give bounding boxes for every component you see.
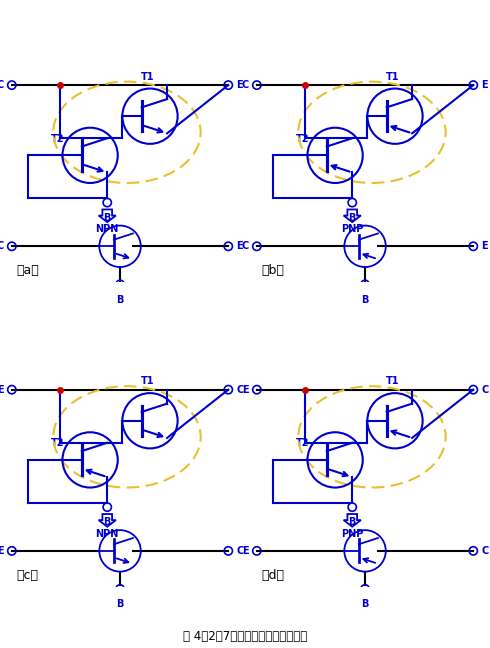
Text: B: B xyxy=(116,295,124,305)
Text: T2: T2 xyxy=(51,439,65,448)
Text: E: E xyxy=(242,546,249,556)
Text: C: C xyxy=(481,546,489,556)
Text: B: B xyxy=(348,213,356,223)
Text: C: C xyxy=(0,80,4,90)
Text: NPN: NPN xyxy=(96,529,119,539)
Text: C: C xyxy=(242,80,249,90)
Text: B: B xyxy=(116,599,124,609)
Text: B: B xyxy=(348,518,356,527)
Text: C: C xyxy=(242,241,249,251)
Text: T2: T2 xyxy=(296,134,310,144)
Text: E: E xyxy=(481,241,488,251)
Text: E: E xyxy=(242,385,249,395)
Text: E: E xyxy=(481,80,488,90)
Text: NPN: NPN xyxy=(96,224,119,235)
Text: B: B xyxy=(103,213,111,223)
Text: PNP: PNP xyxy=(341,529,364,539)
Text: B: B xyxy=(361,599,369,609)
Text: E: E xyxy=(0,385,4,395)
Text: B: B xyxy=(103,518,111,527)
Text: （d）: （d） xyxy=(262,569,284,582)
Text: C: C xyxy=(236,385,244,395)
Text: T1: T1 xyxy=(386,72,399,82)
Text: T2: T2 xyxy=(51,134,65,144)
Text: T1: T1 xyxy=(141,72,154,82)
Text: T1: T1 xyxy=(141,376,154,386)
Text: C: C xyxy=(481,385,489,395)
Text: T1: T1 xyxy=(386,376,399,386)
Text: E: E xyxy=(236,80,243,90)
Text: C: C xyxy=(0,241,4,251)
Text: T2: T2 xyxy=(296,439,310,448)
Text: （a）: （a） xyxy=(16,264,39,277)
Text: PNP: PNP xyxy=(341,224,364,235)
Text: （c）: （c） xyxy=(16,569,38,582)
Text: E: E xyxy=(236,241,243,251)
Text: 图 4－2－7：复合管的四种连接方式: 图 4－2－7：复合管的四种连接方式 xyxy=(183,630,307,643)
Text: E: E xyxy=(0,546,4,556)
Text: （b）: （b） xyxy=(262,264,284,277)
Text: C: C xyxy=(236,546,244,556)
Text: B: B xyxy=(361,295,369,305)
